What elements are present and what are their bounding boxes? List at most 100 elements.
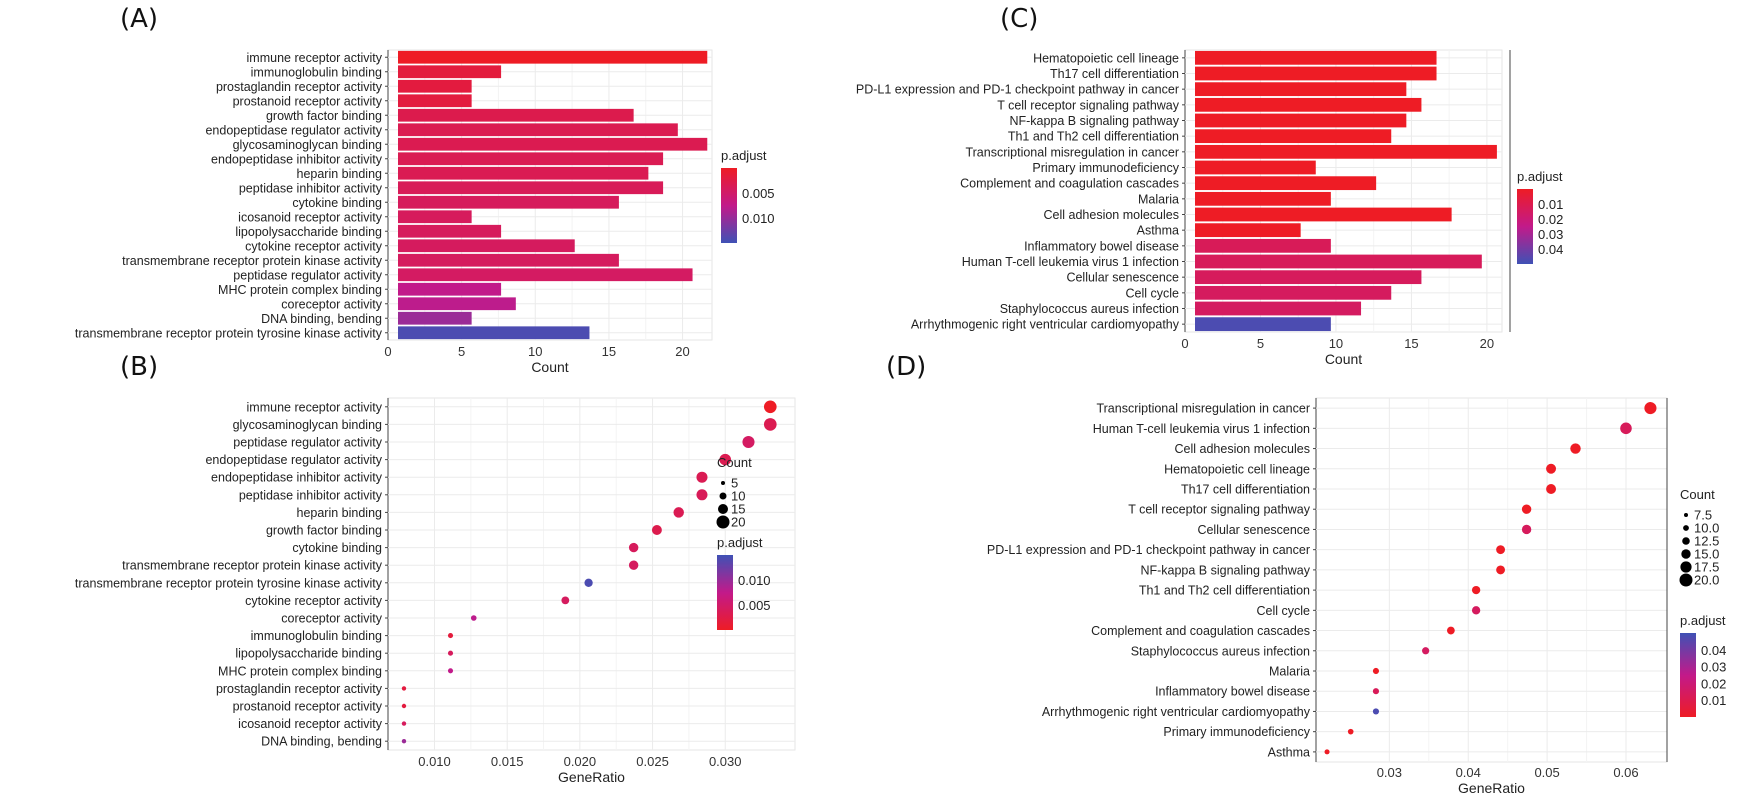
data-point <box>719 453 732 466</box>
y-category-label: cytokine binding <box>292 541 382 555</box>
y-category-label: endopeptidase inhibitor activity <box>211 471 383 485</box>
x-tick-label: 10 <box>528 344 542 359</box>
y-category-label: lipopolysaccharide binding <box>235 647 382 661</box>
data-point <box>447 633 454 639</box>
bar <box>398 210 472 224</box>
legend-tick-label: 0.02 <box>1701 676 1726 691</box>
x-tick-label: 0 <box>384 344 391 359</box>
y-category-label: immune receptor activity <box>247 400 383 414</box>
legend-size-symbol <box>1684 513 1688 517</box>
legend-size-symbol <box>719 492 727 500</box>
data-point <box>1446 626 1455 635</box>
legend-tick-label: 0.010 <box>738 573 771 588</box>
y-category-label: transmembrane receptor protein tyrosine … <box>75 326 383 340</box>
data-point <box>470 615 477 621</box>
data-point <box>1422 647 1430 655</box>
y-category-label: immunoglobulin binding <box>251 65 382 79</box>
bar <box>398 268 693 282</box>
legend-size-symbol <box>716 515 730 529</box>
bar <box>398 253 619 267</box>
data-point <box>742 435 755 449</box>
legend-tick-label: 12.5 <box>1694 534 1719 549</box>
legend-tick-label: 0.010 <box>742 211 775 226</box>
bar <box>398 297 516 311</box>
legend-tick-label: 0.01 <box>1538 197 1563 212</box>
y-category-label: transmembrane receptor protein kinase ac… <box>122 254 383 268</box>
y-category-label: icosanoid receptor activity <box>238 717 383 731</box>
legend-tick-label: 10.0 <box>1694 521 1719 536</box>
legend-d-padjust: p.adjust 0.04 0.030.02 0.01 <box>1680 613 1726 717</box>
y-category-label: icosanoid receptor activity <box>238 210 383 224</box>
y-category-label: Inflammatory bowel disease <box>1155 685 1310 699</box>
data-point <box>763 418 777 431</box>
bar <box>398 181 664 195</box>
y-category-label: T cell receptor signaling pathway <box>1128 503 1311 517</box>
data-point <box>1372 688 1380 695</box>
y-category-label: endopeptidase regulator activity <box>205 123 382 137</box>
y-category-label: Malaria <box>1269 665 1310 679</box>
bar <box>398 195 619 209</box>
y-category-label: Cell adhesion molecules <box>1175 442 1311 456</box>
x-tick-label: 0 <box>1181 336 1188 351</box>
y-category-label: Hematopoietic cell lineage <box>1164 462 1310 476</box>
y-category-label: Cellular senescence <box>1197 523 1310 537</box>
y-category-label: Human T-cell leukemia virus 1 infection <box>962 255 1179 269</box>
y-category-label: peptidase inhibitor activity <box>239 181 383 195</box>
x-tick-label: 10 <box>1329 336 1343 351</box>
legend-tick-label: 15 <box>731 502 745 517</box>
data-point <box>584 578 593 587</box>
y-category-label: Cell cycle <box>1126 286 1180 300</box>
bar <box>398 326 590 340</box>
bar <box>1195 50 1437 65</box>
legend-title: Count <box>717 455 752 470</box>
panel-label-c: (C) <box>1000 4 1039 34</box>
data-point <box>447 668 454 674</box>
x-axis-title: Count <box>1325 351 1362 367</box>
y-category-label: glycosaminoglycan binding <box>233 138 382 152</box>
data-point <box>1546 484 1557 494</box>
bar <box>1195 254 1482 269</box>
bar <box>398 311 472 325</box>
y-category-label: Primary immunodeficiency <box>1163 725 1310 739</box>
data-point <box>1521 524 1532 535</box>
legend-tick-label: 7.5 <box>1694 508 1712 523</box>
y-category-label: growth factor binding <box>266 524 382 538</box>
y-category-label: prostaglandin receptor activity <box>216 80 383 94</box>
data-point <box>561 596 570 605</box>
y-category-label: Complement and coagulation cascades <box>960 177 1179 191</box>
bar <box>398 65 502 79</box>
y-category-label: Cell adhesion molecules <box>1044 208 1180 222</box>
bar <box>1195 82 1407 97</box>
legend-size-symbol <box>1680 561 1692 573</box>
data-point <box>401 739 407 744</box>
bar <box>1195 238 1331 253</box>
y-category-label: cytokine binding <box>292 196 382 210</box>
bar <box>1195 97 1422 112</box>
legend-tick-label: 10 <box>731 489 745 504</box>
data-point <box>1546 463 1557 474</box>
legend-colorbar <box>1680 633 1696 717</box>
legend-size-symbol <box>1679 573 1693 587</box>
legend-size-symbol <box>721 481 725 485</box>
data-point <box>1324 749 1330 755</box>
y-category-label: Cellular senescence <box>1066 271 1179 285</box>
bar <box>398 224 502 238</box>
x-axis-title: GeneRatio <box>1458 780 1525 796</box>
legend-a: p.adjust 0.005 0.010 <box>721 148 775 243</box>
bar <box>1195 144 1497 159</box>
legend-tick-label: 17.5 <box>1694 560 1719 575</box>
y-category-label: Asthma <box>1268 745 1310 759</box>
y-category-label: endopeptidase inhibitor activity <box>211 152 383 166</box>
y-category-label: Complement and coagulation cascades <box>1091 624 1310 638</box>
plot-area <box>387 49 713 341</box>
chart-panel-c: 0 5 10 15 20 Hematopoietic cell lineage Th17 c… <box>856 49 1503 367</box>
data-point <box>1347 728 1354 735</box>
y-category-label: MHC protein complex binding <box>218 664 382 678</box>
y-category-label: Asthma <box>1137 224 1179 238</box>
bar <box>398 137 708 151</box>
y-category-label: transmembrane receptor protein kinase ac… <box>122 559 383 573</box>
legend-title: p.adjust <box>1517 169 1563 184</box>
data-point <box>1521 504 1532 514</box>
